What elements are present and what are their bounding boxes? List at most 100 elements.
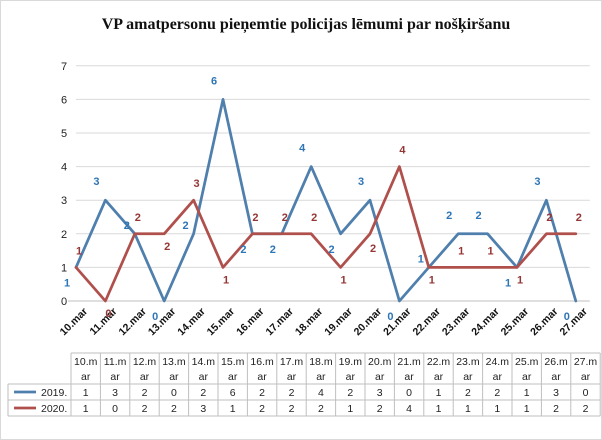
table-header-cell: 13.m [162,356,186,368]
data-label-2020: 2 [135,212,141,224]
x-tick-label: 20.mar [352,306,384,338]
data-label-2019: 2 [476,210,482,222]
table-value-cell: 2 [553,403,559,415]
table-header-cell: 14.m [192,356,216,368]
x-tick-label: 25.mar [499,306,531,338]
data-label-2019: 2 [124,220,130,232]
data-label-2020: 3 [194,178,200,190]
x-tick-label: 12.mar [116,306,148,338]
data-label-2020: 2 [370,243,376,255]
data-label-2020: 0 [105,308,111,320]
data-label-2019: 2 [183,220,189,232]
table-value-cell: 0 [583,387,589,399]
data-label-2020: 1 [517,274,523,286]
table-header-cell: ar [346,371,356,383]
data-label-2019: 0 [564,311,570,323]
table-value-cell: 0 [171,387,177,399]
table-header-cell: 15.m [221,356,245,368]
data-label-2020: 1 [458,245,464,257]
series-line-2020 [74,165,578,303]
table-value-cell: 2 [259,403,265,415]
x-tick-label: 16.mar [234,306,266,338]
x-tick-label: 10.mar [58,306,90,338]
data-label-2019: 1 [418,253,424,265]
table-value-cell: 2 [289,387,295,399]
table-value-cell: 2 [289,403,295,415]
table-header-cell: ar [140,371,150,383]
x-tick-label: 18.mar [293,306,325,338]
y-tick-label: 3 [61,195,67,207]
data-label-2020: 1 [76,245,82,257]
table-header-cell: 17.m [280,356,304,368]
data-label-2019: 1 [64,277,70,289]
data-label-2020: 2 [576,212,582,224]
table-value-cell: 2 [377,403,383,415]
table-value-cell: 2 [171,403,177,415]
table-header-cell: 21.m [397,356,421,368]
y-tick-label: 4 [61,162,67,174]
table-header-cell: 12.m [133,356,157,368]
table-header-cell: ar [228,371,238,383]
table-header-cell: 23.m [456,356,480,368]
data-label-2020: 2 [164,241,170,253]
data-label-2019: 2 [240,244,246,256]
table-value-cell: 4 [318,387,324,399]
data-label-2020: 2 [282,212,288,224]
table-value-cell: 1 [83,403,89,415]
data-label-2019: 4 [299,143,306,155]
table-value-cell: 3 [553,387,559,399]
table-header-cell: ar [316,371,326,383]
table-value-cell: 2 [583,403,589,415]
table-header-cell: ar [493,371,503,383]
table-header-cell: 18.m [309,356,333,368]
data-label-2019: 3 [358,176,364,188]
table-value-cell: 1 [83,387,89,399]
table-header-cell: 20.m [368,356,392,368]
table-header-cell: 26.m [544,356,568,368]
table-value-cell: 2 [142,387,148,399]
table-value-cell: 6 [230,387,236,399]
table-value-cell: 2 [259,387,265,399]
table-header-cell: 11.m [104,356,127,368]
table-value-cell: 1 [524,403,530,415]
x-tick-label: 15.mar [205,306,237,338]
table-value-cell: 2 [347,387,353,399]
data-label-2019: 2 [329,244,335,256]
data-label-2020: 1 [341,274,347,286]
table-value-cell: 1 [524,387,530,399]
x-tick-label: 13.mar [146,306,178,338]
table-value-cell: 3 [200,403,206,415]
x-tick-label: 21.mar [381,306,413,338]
table-header-cell: 19.m [339,356,363,368]
data-label-2020: 4 [399,145,406,157]
x-tick-label: 19.mar [322,306,354,338]
x-tick-label: 17.mar [263,306,295,338]
data-label-2019: 2 [446,210,452,222]
y-tick-label: 1 [61,262,67,274]
table-value-cell: 1 [230,403,236,415]
data-label-2020: 2 [311,212,317,224]
table-header-cell: ar [551,371,561,383]
x-tick-label: 23.mar [440,306,472,338]
x-tick-label: 26.mar [528,306,560,338]
y-tick-label: 0 [61,296,67,308]
data-label-2020: 1 [429,274,435,286]
table-value-cell: 0 [406,387,412,399]
legend-label-2019: 2019. [41,387,67,399]
x-tick-label: 22.mar [410,306,442,338]
x-tick-label: 27.mar [557,306,589,338]
table-header-cell: ar [404,371,414,383]
table-header-cell: ar [199,371,209,383]
table-header-cell: ar [522,371,532,383]
data-label-2020: 1 [223,274,229,286]
y-tick-label: 7 [61,61,67,73]
table-value-cell: 0 [112,403,118,415]
x-tick-label: 24.mar [469,306,501,338]
table-value-cell: 1 [465,403,471,415]
x-tick-label: 14.mar [175,306,207,338]
table-header-cell: ar [375,371,385,383]
table-value-cell: 1 [436,387,442,399]
y-tick-label: 6 [61,94,67,106]
table-header-cell: ar [434,371,444,383]
